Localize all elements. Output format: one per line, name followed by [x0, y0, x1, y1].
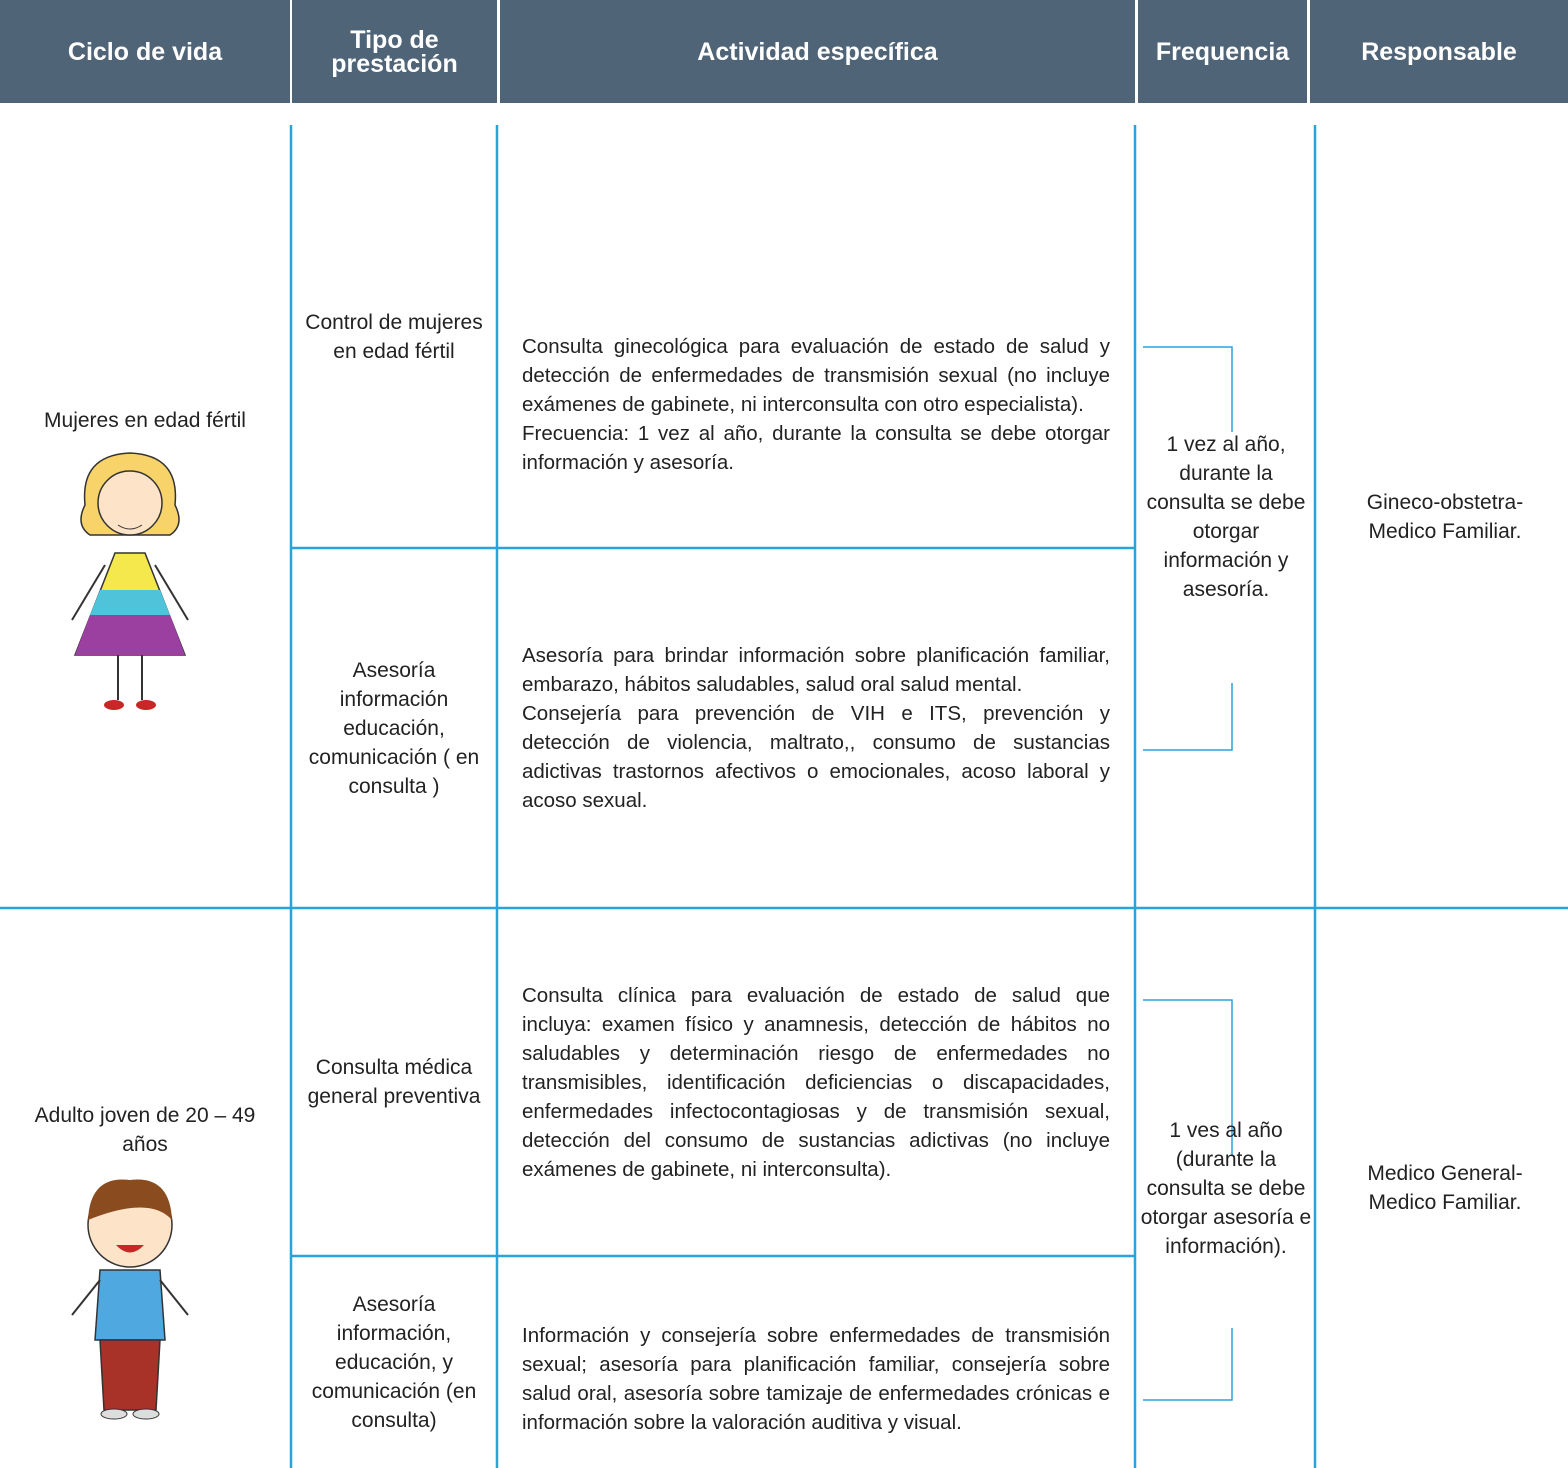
- responsable: Medico General-Medico Familiar.: [1367, 1162, 1523, 1214]
- header-cell: Tipo de prestación: [292, 0, 497, 103]
- header-cell: Ciclo de vida: [0, 0, 290, 103]
- responsable: Gineco-obstetra-Medico Familiar.: [1366, 490, 1524, 543]
- tipo: Consulta médica general preventiva: [307, 1056, 481, 1108]
- header-cell: Responsable: [1310, 0, 1568, 103]
- tipo: Control de mujeres en edad fértil: [305, 310, 483, 363]
- actividad: Consulta clínica para evaluación de esta…: [522, 908, 1110, 1256]
- actividad-paragraph: Frecuencia: 1 vez al año, durante la con…: [522, 421, 1110, 474]
- actividad-paragraph: Consejería para prevención de VIH e ITS,…: [522, 702, 1110, 812]
- actividad-paragraph: Consulta ginecológica para evaluación de…: [522, 334, 1110, 416]
- actividad-paragraph: Consulta clínica para evaluación de esta…: [522, 983, 1110, 1181]
- header-cell: Frequencia: [1138, 0, 1307, 103]
- ciclo: Mujeres en edad fértil: [44, 408, 246, 432]
- actividad: Asesoría para brindar información sobre …: [522, 548, 1110, 908]
- actividad: Consulta ginecológica para evaluación de…: [522, 260, 1110, 548]
- actividad-paragraph: Información y consejería sobre enfermeda…: [522, 1324, 1110, 1434]
- ciclo: Adulto joven de 20 – 49 años: [34, 1104, 256, 1156]
- boy-illustration: [71, 1179, 189, 1420]
- actividad: Información y consejería sobre enfermeda…: [522, 1290, 1110, 1468]
- actividad-paragraph: Asesoría para brindar información sobre …: [522, 644, 1110, 696]
- frecuencia: 1 ves al año (durante la consulta se deb…: [1140, 1118, 1312, 1258]
- header-cell: Actividad específica: [500, 0, 1135, 103]
- tipo: Asesoría información, educación, y comun…: [311, 1292, 477, 1432]
- tipo: Asesoría información educación, comunica…: [308, 658, 480, 798]
- girl-illustration: [71, 452, 189, 710]
- frecuencia: 1 vez al año, durante la consulta se deb…: [1146, 432, 1306, 601]
